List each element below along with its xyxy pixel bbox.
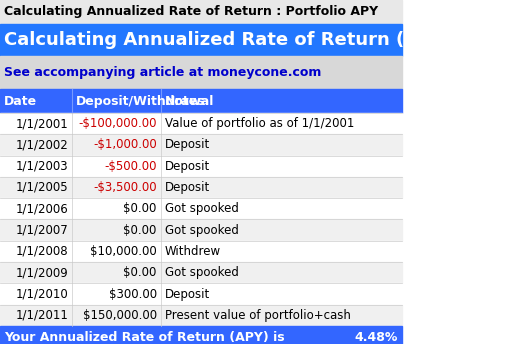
Bar	[0, 241, 402, 262]
Text: 1/1/2006: 1/1/2006	[16, 202, 68, 215]
Text: Your Annualized Rate of Return (APY) is: Your Annualized Rate of Return (APY) is	[4, 331, 284, 344]
Bar	[0, 177, 402, 198]
Text: 4.48%: 4.48%	[354, 331, 397, 344]
Text: $10,000.00: $10,000.00	[90, 245, 157, 258]
Text: 1/1/2005: 1/1/2005	[16, 181, 68, 194]
Text: 1/1/2001: 1/1/2001	[16, 117, 68, 130]
Text: Value of portfolio as of 1/1/2001: Value of portfolio as of 1/1/2001	[165, 117, 354, 130]
Text: $0.00: $0.00	[123, 202, 157, 215]
Bar	[0, 326, 402, 344]
Text: Deposit: Deposit	[165, 181, 210, 194]
Text: Got spooked: Got spooked	[165, 224, 238, 237]
Text: 1/1/2003: 1/1/2003	[16, 160, 68, 173]
Text: Withdrew: Withdrew	[165, 245, 221, 258]
Text: 1/1/2009: 1/1/2009	[16, 266, 68, 279]
Text: 1/1/2002: 1/1/2002	[16, 138, 68, 151]
Text: $0.00: $0.00	[123, 266, 157, 279]
Text: $300.00: $300.00	[108, 288, 157, 301]
Text: $0.00: $0.00	[123, 224, 157, 237]
Text: Calculating Annualized Rate of Return (APY) of Y: Calculating Annualized Rate of Return (A…	[4, 31, 498, 49]
Bar	[0, 219, 402, 241]
Text: Deposit/Withdrawal: Deposit/Withdrawal	[77, 95, 214, 108]
Bar	[0, 198, 402, 219]
Text: Calculating Annualized Rate of Return : Portfolio APY: Calculating Annualized Rate of Return : …	[4, 5, 378, 18]
Text: Deposit: Deposit	[165, 160, 210, 173]
Bar	[0, 134, 402, 155]
Bar	[0, 113, 402, 134]
Bar	[0, 305, 402, 326]
Text: Deposit: Deposit	[165, 138, 210, 151]
Text: -$1,000.00: -$1,000.00	[93, 138, 157, 151]
Bar	[0, 262, 402, 283]
Bar	[0, 89, 402, 113]
Text: Got spooked: Got spooked	[165, 266, 238, 279]
Text: -$500.00: -$500.00	[104, 160, 157, 173]
Bar	[0, 23, 402, 56]
Bar	[0, 56, 402, 89]
Text: -$3,500.00: -$3,500.00	[93, 181, 157, 194]
Text: 1/1/2007: 1/1/2007	[16, 224, 68, 237]
Text: $150,000.00: $150,000.00	[83, 309, 157, 322]
Text: Got spooked: Got spooked	[165, 202, 238, 215]
Text: See accompanying article at moneycone.com: See accompanying article at moneycone.co…	[4, 66, 321, 79]
Bar	[0, 155, 402, 177]
Text: 1/1/2011: 1/1/2011	[15, 309, 68, 322]
Text: Date: Date	[4, 95, 37, 108]
Text: -$100,000.00: -$100,000.00	[78, 117, 157, 130]
Bar	[0, 0, 402, 23]
Text: 1/1/2008: 1/1/2008	[16, 245, 68, 258]
Text: Notes: Notes	[165, 95, 205, 108]
Text: Present value of portfolio+cash: Present value of portfolio+cash	[165, 309, 350, 322]
Text: Deposit: Deposit	[165, 288, 210, 301]
Text: 1/1/2010: 1/1/2010	[16, 288, 68, 301]
Bar	[0, 283, 402, 305]
